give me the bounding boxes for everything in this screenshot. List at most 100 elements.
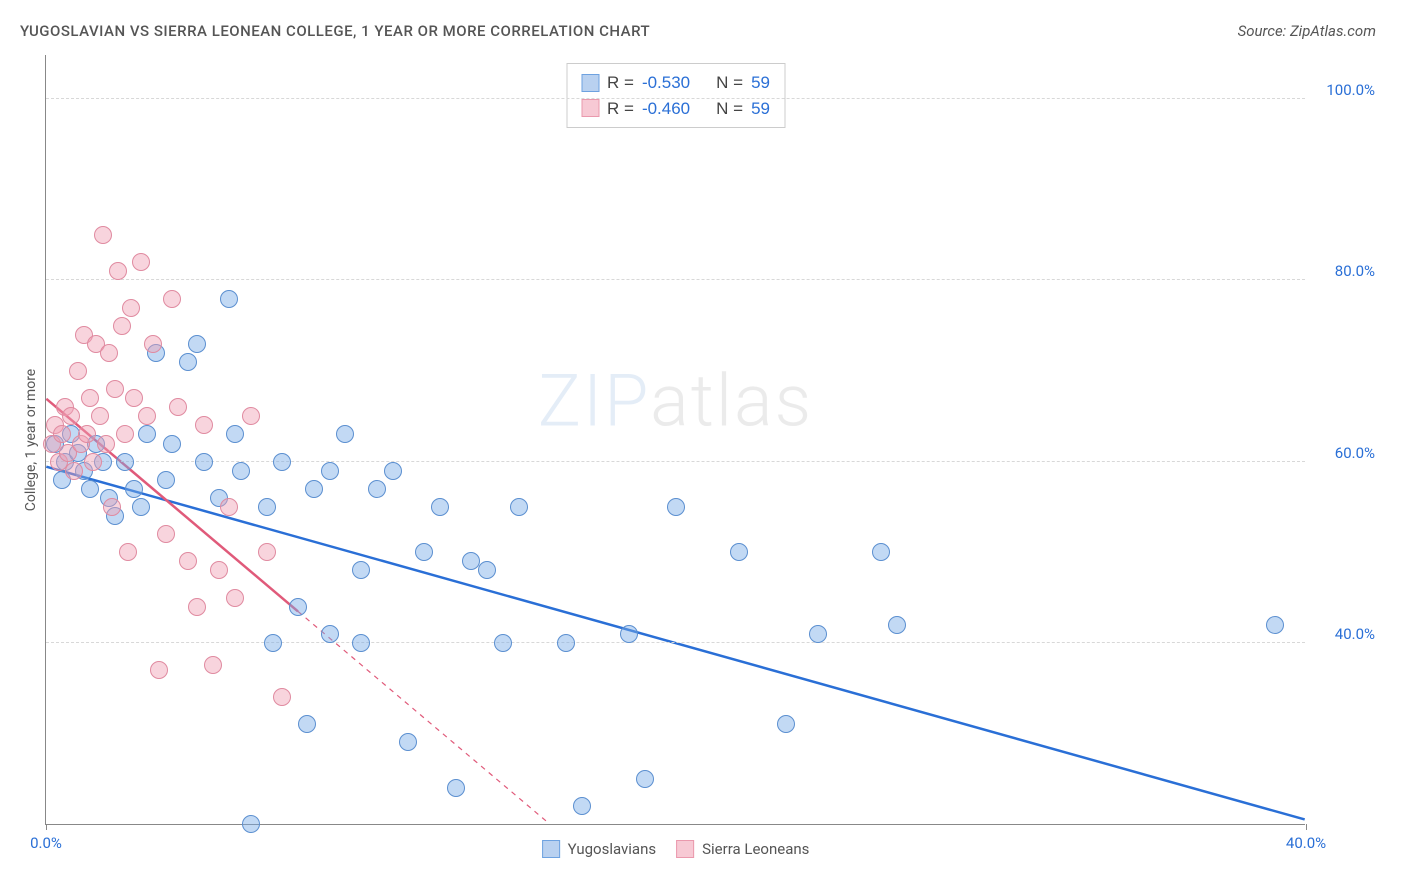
scatter-point [69, 362, 87, 380]
gridline [46, 98, 1305, 99]
scatter-point [116, 425, 134, 443]
x-tick-mark [1306, 824, 1307, 830]
y-tick-label: 60.0% [1315, 444, 1375, 462]
scatter-point [399, 733, 417, 751]
stats-swatch [581, 99, 599, 117]
scatter-point [65, 462, 83, 480]
scatter-point [106, 380, 124, 398]
legend-item: Sierra Leoneans [676, 840, 809, 858]
scatter-point [226, 589, 244, 607]
scatter-point [81, 480, 99, 498]
x-tick-label: 0.0% [30, 834, 62, 852]
scatter-point [204, 656, 222, 674]
gridline [46, 642, 1305, 643]
scatter-point [368, 480, 386, 498]
scatter-point [132, 498, 150, 516]
x-tick-mark [46, 824, 47, 830]
scatter-point [169, 398, 187, 416]
scatter-point [258, 498, 276, 516]
scatter-point [352, 634, 370, 652]
scatter-point [195, 416, 213, 434]
scatter-point [620, 625, 638, 643]
scatter-point [62, 407, 80, 425]
scatter-point [872, 543, 890, 561]
scatter-point [573, 797, 591, 815]
scatter-point [157, 471, 175, 489]
scatter-point [298, 715, 316, 733]
plot-area: ZIPatlas R =-0.530N =59R =-0.460N =59 Yu… [45, 55, 1305, 825]
scatter-point [163, 435, 181, 453]
legend-swatch [542, 840, 560, 858]
scatter-point [888, 616, 906, 634]
source-attribution: Source: ZipAtlas.com [1238, 22, 1376, 40]
scatter-point [384, 462, 402, 480]
scatter-point [138, 425, 156, 443]
scatter-point [494, 634, 512, 652]
scatter-point [273, 688, 291, 706]
watermark-zip: ZIP [538, 359, 650, 444]
chart-container: YUGOSLAVIAN VS SIERRA LEONEAN COLLEGE, 1… [0, 0, 1406, 892]
scatter-point [242, 407, 260, 425]
scatter-point [258, 543, 276, 561]
stats-row: R =-0.530N =59 [581, 70, 770, 96]
chart-title: YUGOSLAVIAN VS SIERRA LEONEAN COLLEGE, 1… [20, 22, 650, 40]
scatter-point [100, 344, 118, 362]
scatter-point [119, 543, 137, 561]
y-tick-label: 40.0% [1315, 625, 1375, 643]
scatter-point [730, 543, 748, 561]
scatter-point [1266, 616, 1284, 634]
gridline [46, 461, 1305, 462]
legend-item: Yugoslavians [542, 840, 657, 858]
y-tick-label: 100.0% [1315, 81, 1375, 99]
scatter-point [510, 498, 528, 516]
legend-swatch [676, 840, 694, 858]
gridline [46, 279, 1305, 280]
scatter-point [163, 290, 181, 308]
scatter-point [232, 462, 250, 480]
scatter-point [113, 317, 131, 335]
scatter-point [226, 425, 244, 443]
scatter-point [188, 335, 206, 353]
scatter-point [289, 598, 307, 616]
scatter-point [415, 543, 433, 561]
scatter-point [179, 353, 197, 371]
scatter-point [84, 453, 102, 471]
stats-swatch [581, 74, 599, 92]
scatter-point [125, 480, 143, 498]
series-legend: Yugoslavians Sierra Leoneans [542, 840, 810, 858]
scatter-point [636, 770, 654, 788]
scatter-point [667, 498, 685, 516]
scatter-point [242, 815, 260, 833]
scatter-point [321, 625, 339, 643]
scatter-point [447, 779, 465, 797]
scatter-point [116, 453, 134, 471]
scatter-point [109, 262, 127, 280]
scatter-point [352, 561, 370, 579]
legend-label: Yugoslavians [568, 840, 657, 858]
scatter-point [132, 253, 150, 271]
scatter-point [94, 226, 112, 244]
scatter-point [264, 634, 282, 652]
scatter-point [210, 561, 228, 579]
watermark-atlas: atlas [650, 359, 813, 444]
scatter-point [78, 425, 96, 443]
scatter-point [777, 715, 795, 733]
scatter-point [478, 561, 496, 579]
scatter-point [91, 407, 109, 425]
scatter-point [431, 498, 449, 516]
scatter-point [125, 389, 143, 407]
watermark: ZIPatlas [538, 359, 813, 444]
scatter-point [144, 335, 162, 353]
y-tick-label: 80.0% [1315, 262, 1375, 280]
scatter-point [157, 525, 175, 543]
scatter-point [321, 462, 339, 480]
scatter-point [81, 389, 99, 407]
scatter-point [138, 407, 156, 425]
scatter-point [188, 598, 206, 616]
scatter-point [336, 425, 354, 443]
scatter-point [97, 435, 115, 453]
scatter-point [179, 552, 197, 570]
scatter-point [220, 290, 238, 308]
y-axis-label: College, 1 year or more [23, 369, 39, 511]
scatter-point [809, 625, 827, 643]
